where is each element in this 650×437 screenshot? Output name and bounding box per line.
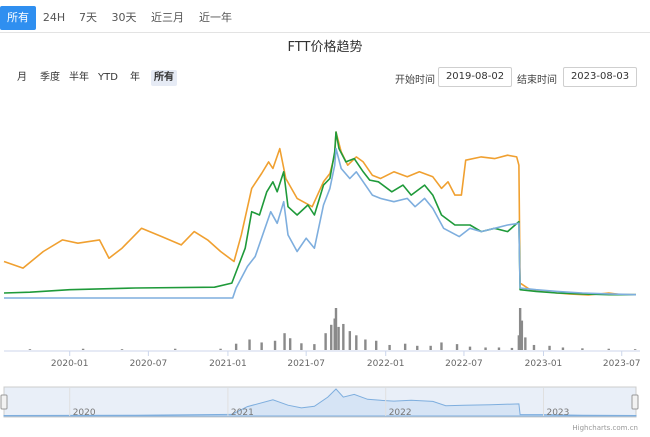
x-tick-label: 2021-07	[287, 359, 325, 369]
volume-bar	[518, 308, 522, 350]
series-line-orange	[3, 131, 636, 296]
volume-bar	[607, 348, 610, 350]
volume-bar	[510, 347, 514, 350]
series-line-green	[3, 131, 636, 296]
volume-bar	[334, 308, 338, 350]
tab-1y[interactable]: 近一年	[199, 11, 232, 24]
volume-bar	[330, 324, 333, 350]
volume-bar	[561, 347, 565, 350]
volume-bar	[581, 348, 584, 350]
range-all-button[interactable]: 所有	[151, 70, 177, 86]
range-year-button[interactable]: 年	[130, 72, 140, 83]
chart-title: FTT价格趋势	[287, 40, 363, 55]
x-tick-label: 2022-07	[445, 359, 483, 369]
volume-bar	[633, 349, 637, 350]
volume-bar	[273, 340, 277, 350]
volume-bar	[348, 331, 352, 350]
volume-bar	[440, 342, 443, 350]
navigator-tick-label: 2020	[73, 408, 96, 418]
volume-bar	[300, 343, 303, 350]
tab-24h[interactable]: 24H	[42, 11, 66, 24]
navigator-tick-label: 2021	[231, 408, 254, 418]
volume-bar	[548, 345, 551, 350]
tab-7d[interactable]: 7天	[79, 11, 97, 24]
volume-bar	[173, 348, 177, 350]
x-tick-label: 2022-01	[367, 359, 405, 369]
volume-bar	[248, 339, 251, 350]
volume-bar	[517, 335, 521, 350]
volume-bar	[364, 339, 367, 350]
x-tick-label: 2021-01	[209, 359, 247, 369]
navigator-tick-label: 2022	[389, 408, 412, 418]
volume-bar	[520, 320, 524, 350]
start-date-label: 开始时间	[395, 75, 435, 86]
end-date-input[interactable]	[563, 67, 637, 87]
volume-bar	[532, 344, 536, 350]
navigator: 2020 2021 2022 2023	[0, 386, 639, 418]
navigator-tick-label: 2023	[546, 408, 569, 418]
volume-bar	[324, 333, 327, 350]
volume-bar	[234, 343, 238, 350]
volume-bar	[374, 340, 378, 350]
tab-3m[interactable]: 近三月	[151, 11, 184, 24]
range-ytd-button[interactable]: YTD	[98, 72, 118, 83]
start-date-input[interactable]	[438, 67, 512, 87]
tab-30d[interactable]: 30天	[111, 11, 137, 24]
volume-bar	[484, 347, 487, 350]
x-tick-label: 2020-01	[51, 359, 89, 369]
range-month-button[interactable]: 月	[17, 72, 27, 83]
navigator-right-handle[interactable]	[631, 394, 639, 410]
volume-bar	[524, 337, 527, 350]
x-tick-label: 2023-01	[525, 359, 563, 369]
volume-bar	[337, 326, 340, 350]
end-date-label: 结束时间	[517, 75, 557, 86]
volume-bar	[429, 345, 432, 350]
volume-bar	[388, 344, 391, 350]
volume-bar	[283, 333, 286, 350]
volume-bar	[313, 344, 316, 350]
volume-bar	[416, 345, 419, 350]
volume-bar	[333, 318, 336, 350]
volume-bar	[120, 349, 124, 350]
volume-bar	[455, 344, 459, 350]
series-line-blue	[4, 147, 637, 299]
volume-bar	[403, 343, 407, 350]
x-tick-label: 2020-07	[130, 359, 168, 369]
volume-bar	[288, 338, 292, 350]
volume-bar	[28, 349, 32, 350]
volume-bar	[355, 335, 358, 350]
credits-label: Highcharts.com.cn	[572, 424, 638, 432]
navigator-left-handle[interactable]	[0, 394, 8, 410]
tab-all[interactable]: 所有	[0, 6, 36, 30]
volume-bar	[260, 342, 263, 350]
navigator-series	[3, 388, 637, 417]
volume-bar	[342, 323, 345, 350]
volume-bar	[219, 348, 222, 350]
volume-bar	[468, 346, 472, 350]
volume-bar	[81, 348, 85, 350]
period-tabs: 所有 24H 7天 30天 近三月 近一年	[0, 6, 650, 33]
volume-bar	[497, 347, 501, 350]
x-tick-label: 2023-07	[603, 359, 641, 369]
range-halfyear-button[interactable]: 半年	[69, 72, 89, 83]
range-quarter-button[interactable]: 季度	[40, 72, 60, 83]
